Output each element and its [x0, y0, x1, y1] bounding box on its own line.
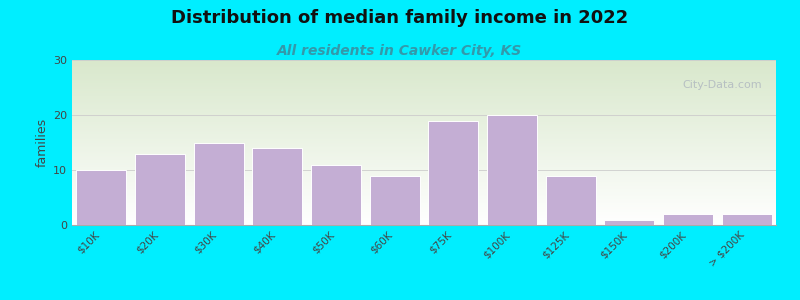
- Bar: [546, 176, 595, 225]
- Text: Distribution of median family income in 2022: Distribution of median family income in …: [171, 9, 629, 27]
- Bar: [370, 176, 419, 225]
- Bar: [77, 170, 126, 225]
- Bar: [663, 214, 713, 225]
- Bar: [487, 115, 537, 225]
- Text: All residents in Cawker City, KS: All residents in Cawker City, KS: [278, 44, 522, 58]
- Bar: [722, 214, 771, 225]
- Y-axis label: families: families: [36, 118, 49, 167]
- Bar: [194, 142, 243, 225]
- Bar: [311, 164, 361, 225]
- Bar: [429, 121, 478, 225]
- Bar: [135, 154, 185, 225]
- Bar: [253, 148, 302, 225]
- Text: City-Data.com: City-Data.com: [682, 80, 762, 90]
- Bar: [605, 220, 654, 225]
